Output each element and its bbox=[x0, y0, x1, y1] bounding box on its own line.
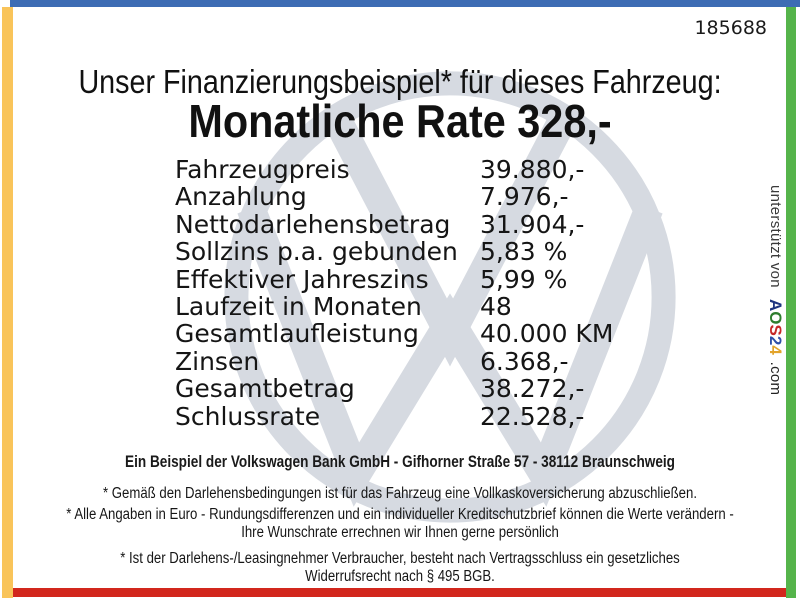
supported-by-label: unterstützt von bbox=[767, 185, 784, 288]
border-bottom-bar bbox=[13, 588, 787, 597]
finance-row-label: Sollzins p.a. gebunden bbox=[175, 237, 458, 267]
vw-logo-watermark-icon bbox=[224, 71, 676, 523]
disclaimer-block: * Gemäß den Darlehensbedingungen ist für… bbox=[35, 485, 766, 589]
finance-table-row: Zinsen 6.368,- bbox=[175, 346, 613, 376]
finance-table-row: Anzahlung 7.976,- bbox=[175, 182, 613, 212]
finance-row-value: 39.880,- bbox=[480, 155, 585, 184]
finance-table-row: Sollzins p.a. gebunden 5,83 % bbox=[175, 237, 613, 267]
border-top-bar bbox=[10, 0, 800, 7]
aos24-logo-letter: A bbox=[766, 299, 785, 312]
finance-table-row: Gesamtlaufleistung 40.000 KM bbox=[175, 319, 614, 349]
finance-table-row: Nettodarlehensbetrag 31.904,- bbox=[175, 209, 613, 239]
intro-line: Unser Finanzierungsbeispiel* für dieses … bbox=[78, 63, 722, 100]
finance-row-value: 22.528,- bbox=[480, 401, 585, 431]
finance-row-value: 5,83 % bbox=[480, 237, 568, 267]
finance-row-value: 31.904,- bbox=[480, 209, 585, 239]
finance-table-row: Gesamtbetrag 38.272,- bbox=[175, 374, 613, 404]
finance-row-label: Zinsen bbox=[175, 346, 260, 376]
finance-row-label: Fahrzeugpreis bbox=[175, 155, 350, 184]
aos24-domain-suffix: .com bbox=[767, 361, 784, 396]
aos24-logo-letter: O bbox=[766, 311, 785, 325]
aos24-logo-letter: S bbox=[766, 324, 785, 337]
finance-table-row: Schlussrate 22.528,- bbox=[175, 401, 613, 431]
finance-table-row: Effektiver Jahreszins 5,99 % bbox=[175, 264, 613, 294]
finance-table-row: Fahrzeugpreis 39.880,- bbox=[175, 155, 613, 184]
finance-row-value: 40.000 KM bbox=[480, 319, 614, 349]
finance-row-label: Schlussrate bbox=[175, 401, 321, 431]
finance-table: Fahrzeugpreis 39.880,- Anzahlung 7.976,-… bbox=[175, 156, 613, 430]
monthly-rate-headline: Monatliche Rate 328,- bbox=[188, 95, 612, 147]
finance-row-value: 7.976,- bbox=[480, 182, 569, 212]
border-right-bar bbox=[786, 7, 796, 598]
disclaimer-paragraph: * Gemäß den Darlehensbedingungen ist für… bbox=[103, 485, 697, 502]
finance-row-label: Gesamtlaufleistung bbox=[175, 319, 419, 349]
finance-row-label: Laufzeit in Monaten bbox=[175, 292, 422, 322]
finance-table-row: Laufzeit in Monaten 48 bbox=[175, 292, 613, 322]
finance-row-label: Effektiver Jahreszins bbox=[175, 264, 429, 294]
finance-row-value: 6.368,- bbox=[480, 346, 569, 376]
aos24-logo: AOS24 bbox=[766, 299, 785, 355]
bank-address-line: Ein Beispiel der Volkswagen Bank GmbH - … bbox=[125, 452, 675, 471]
supporter-credit: unterstützt von AOS24 .com bbox=[765, 185, 785, 395]
reference-number: 185688 bbox=[694, 17, 767, 39]
finance-row-label: Gesamtbetrag bbox=[175, 374, 355, 404]
aos24-logo-letter: 4 bbox=[766, 345, 785, 356]
disclaimer-paragraph: * Alle Angaben in Euro - Rundungsdiffere… bbox=[66, 506, 734, 541]
finance-row-label: Anzahlung bbox=[175, 182, 307, 212]
finance-row-value: 38.272,- bbox=[480, 374, 585, 404]
aos24-logo-letter: 2 bbox=[766, 336, 785, 346]
disclaimer-paragraph: * Ist der Darlehens-/Leasingnehmer Verbr… bbox=[120, 550, 680, 585]
finance-row-value: 48 bbox=[480, 292, 512, 322]
finance-row-label: Nettodarlehensbetrag bbox=[175, 209, 451, 239]
border-left-bar bbox=[2, 7, 13, 598]
finance-row-value: 5,99 % bbox=[480, 264, 568, 294]
